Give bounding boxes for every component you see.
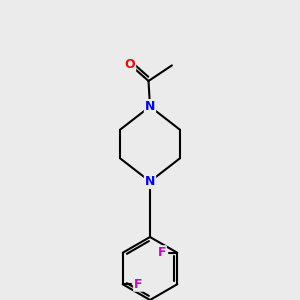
- Text: F: F: [158, 246, 166, 259]
- Text: O: O: [124, 58, 135, 71]
- Text: N: N: [145, 175, 155, 188]
- Text: N: N: [145, 100, 155, 113]
- Text: F: F: [134, 278, 142, 291]
